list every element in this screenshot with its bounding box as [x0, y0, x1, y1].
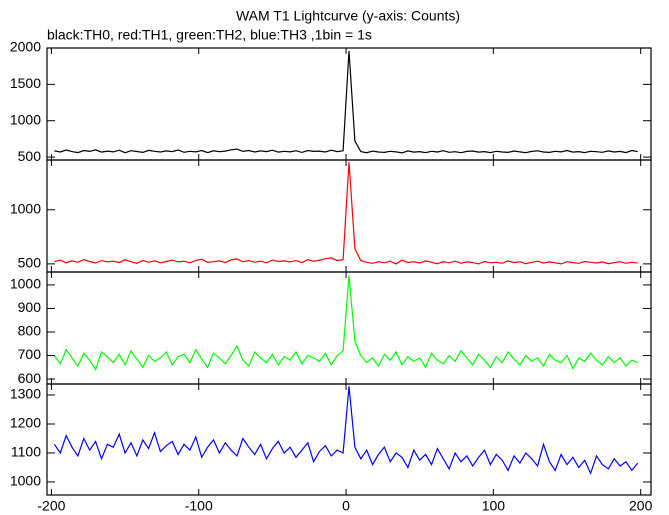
y-tick-label: 700 [18, 346, 42, 362]
y-tick-label: 600 [18, 370, 42, 386]
y-tick-label: 1500 [10, 75, 41, 91]
light-curve [53, 275, 638, 371]
light-curve [54, 162, 638, 265]
y-tick-label: 1000 [10, 276, 41, 292]
y-tick-label: 1000 [10, 200, 41, 216]
x-tick-label: -200 [37, 498, 65, 514]
light-curve [54, 50, 638, 154]
panel-frame [46, 47, 652, 161]
y-tick-label: 1000 [10, 473, 41, 489]
y-tick-label: 1200 [10, 415, 41, 431]
x-tick-label: 100 [482, 498, 506, 514]
x-tick-label: 0 [342, 498, 350, 514]
chart-subtitle: black:TH0, red:TH1, green:TH2, blue:TH3 … [47, 27, 372, 43]
x-tick-label: -100 [185, 498, 213, 514]
y-tick-label: 1100 [11, 444, 41, 460]
y-tick-label: 500 [18, 255, 42, 271]
y-tick-label: 1300 [10, 386, 41, 402]
y-tick-label: 800 [18, 323, 42, 339]
panel-frame [46, 383, 652, 496]
panel-frame [46, 159, 652, 273]
y-tick-label: 900 [18, 299, 42, 315]
chart-title: WAM T1 Lightcurve (y-axis: Counts) [236, 8, 460, 24]
panel-frame [46, 271, 652, 385]
y-tick-label: 1000 [10, 111, 41, 127]
y-tick-label: 2000 [10, 39, 41, 55]
y-tick-label: 500 [18, 148, 42, 164]
x-tick-label: 200 [629, 498, 653, 514]
light-curve [53, 386, 639, 475]
